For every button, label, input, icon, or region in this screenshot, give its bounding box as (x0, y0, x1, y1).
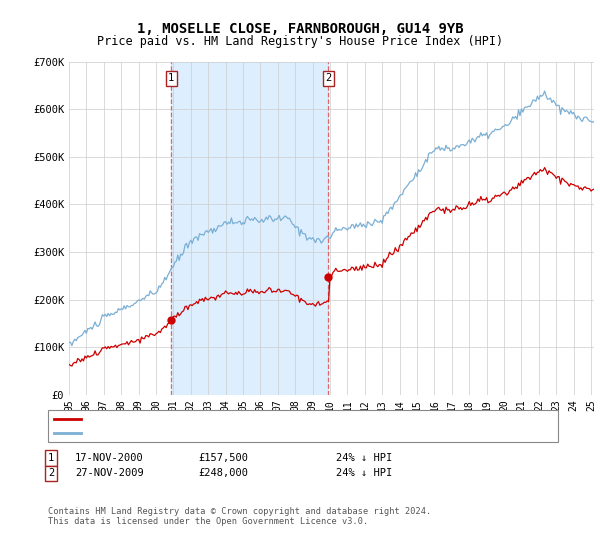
Text: Contains HM Land Registry data © Crown copyright and database right 2024.
This d: Contains HM Land Registry data © Crown c… (48, 507, 431, 526)
Text: 1, MOSELLE CLOSE, FARNBOROUGH, GU14 9YB (detached house): 1, MOSELLE CLOSE, FARNBOROUGH, GU14 9YB … (87, 414, 416, 424)
Text: 2: 2 (48, 468, 54, 478)
Text: £157,500: £157,500 (198, 453, 248, 463)
Text: 24% ↓ HPI: 24% ↓ HPI (336, 468, 392, 478)
Bar (172, 62, 328, 395)
Text: 1: 1 (168, 73, 175, 83)
Text: 17-NOV-2000: 17-NOV-2000 (75, 453, 144, 463)
Text: 2: 2 (325, 73, 331, 83)
Text: 1, MOSELLE CLOSE, FARNBOROUGH, GU14 9YB: 1, MOSELLE CLOSE, FARNBOROUGH, GU14 9YB (137, 22, 463, 36)
Text: Price paid vs. HM Land Registry's House Price Index (HPI): Price paid vs. HM Land Registry's House … (97, 35, 503, 48)
Text: 1: 1 (48, 453, 54, 463)
Text: 27-NOV-2009: 27-NOV-2009 (75, 468, 144, 478)
Text: HPI: Average price, detached house, Rushmoor: HPI: Average price, detached house, Rush… (87, 428, 346, 438)
Text: 24% ↓ HPI: 24% ↓ HPI (336, 453, 392, 463)
Text: £248,000: £248,000 (198, 468, 248, 478)
